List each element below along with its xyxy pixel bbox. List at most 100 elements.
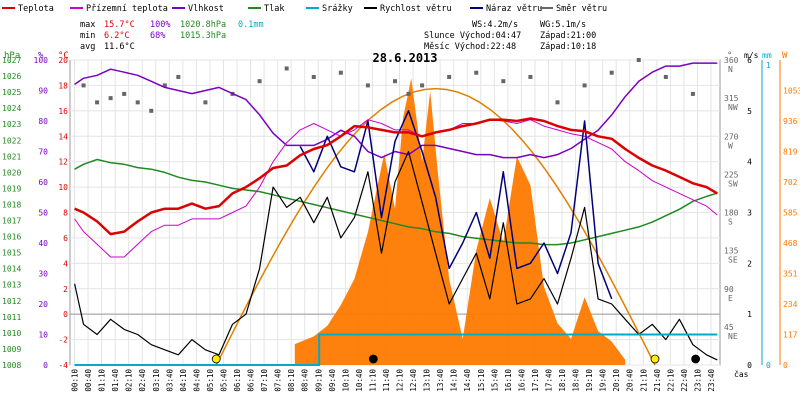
wind-tick-label: 0 (747, 361, 752, 370)
legend-label-gust: Náraz větru (486, 4, 542, 14)
pressure-tick-label: 1012 (2, 297, 21, 306)
wind-direction-point (365, 83, 370, 88)
direction-axis-label: ° (727, 51, 732, 61)
pressure-tick-label: 1025 (2, 88, 21, 97)
moon-marker (691, 354, 701, 364)
time-axis-label: čas (734, 369, 749, 379)
temp-tick-label: -2 (58, 336, 68, 345)
temp-tick-label: 8 (63, 209, 68, 218)
humidity-tick-label: 50 (38, 209, 48, 218)
wind-direction-point (81, 83, 86, 88)
wind-direction-point (406, 91, 411, 96)
stats-max-temp: 15.7°C (104, 20, 135, 30)
time-tick-label: 11:10 (368, 369, 377, 392)
wind-tick-label: 4 (747, 158, 752, 167)
stats-rain-total: 0.1mm (238, 20, 264, 30)
wind-direction-point (149, 108, 154, 113)
pressure-tick-label: 1015 (2, 249, 21, 258)
wind-direction-point (609, 70, 614, 75)
direction-tick-degrees: 315 (724, 94, 739, 103)
time-tick-label: 22:10 (666, 369, 675, 392)
radiation-tick-label: 0 (783, 361, 788, 370)
pressure-tick-label: 1013 (2, 281, 21, 290)
wind-direction-point (555, 100, 560, 105)
radiation-tick-label: 117 (783, 331, 798, 340)
wind-direction-point (636, 58, 641, 62)
direction-tick-degrees: 270 (724, 132, 739, 141)
time-tick-label: 01:10 (98, 369, 107, 392)
time-tick-label: 00:40 (84, 369, 93, 392)
time-tick-label: 07:40 (274, 369, 283, 392)
wind-direction-point (338, 70, 343, 75)
direction-tick-degrees: 360 (724, 56, 739, 65)
stats-max-pressure: 1020.8hPa (180, 20, 226, 30)
pressure-line (74, 158, 718, 246)
wind-direction-point (162, 83, 167, 88)
humidity-tick-label: 90 (38, 87, 48, 96)
wind-direction-point (393, 79, 397, 84)
legend-label-wind_dir: Směr větru (556, 4, 607, 14)
wind-direction-point (203, 100, 208, 105)
humidity-tick-label: 100 (34, 56, 49, 65)
radiation-tick-label: 468 (783, 239, 798, 248)
time-tick-label: 23:10 (693, 369, 702, 392)
sun-marker (211, 354, 221, 364)
hpa-axis-label: hPa (4, 51, 20, 61)
rain-tick-label: 1 (766, 61, 771, 70)
rain-tick-label: 0 (766, 361, 771, 370)
time-tick-label: 22:40 (680, 369, 689, 392)
direction-tick-degrees: 45 (724, 323, 734, 332)
temp-axis-label: °C (58, 51, 69, 61)
time-tick-label: 14:10 (450, 369, 459, 392)
time-tick-label: 16:10 (504, 369, 513, 392)
temp-tick-label: -4 (58, 361, 68, 370)
legend-label-rain: Srážky (322, 4, 353, 14)
time-tick-label: 13:40 (436, 369, 445, 392)
wind-direction-point (122, 91, 127, 96)
pressure-tick-label: 1017 (2, 217, 21, 226)
info-wind-speed: WS:4.2m/s (472, 20, 518, 30)
time-tick-label: 21:40 (653, 369, 662, 392)
time-tick-label: 00:10 (71, 369, 80, 392)
stats-min-label: min (80, 31, 95, 41)
radiation-tick-label: 234 (783, 300, 798, 309)
temp-tick-label: 20 (58, 56, 68, 65)
wind-direction-point (108, 96, 113, 101)
pressure-tick-label: 1011 (2, 313, 21, 322)
wind-direction-point (474, 70, 479, 75)
wind-direction-point (176, 74, 181, 79)
time-tick-label: 17:10 (531, 369, 540, 392)
wind-direction-point (420, 83, 425, 88)
time-tick-label: 18:10 (558, 369, 567, 392)
wind-tick-label: 6 (747, 56, 752, 65)
pressure-tick-label: 1021 (2, 152, 21, 161)
temp-tick-label: 6 (63, 234, 68, 243)
legend-label-pressure: Tlak (264, 4, 284, 14)
legend-label-humidity: Vlhkost (188, 4, 224, 14)
wind-gust-line (299, 110, 613, 300)
humidity-tick-label: 30 (38, 270, 48, 279)
radiation-tick-label: 585 (783, 209, 798, 218)
wind-tick-label: 2 (747, 259, 752, 268)
temp-tick-label: 12 (58, 158, 68, 167)
time-tick-label: 06:40 (247, 369, 256, 392)
time-tick-label: 02:40 (138, 369, 147, 392)
info-wind-gust: WG:5.1m/s (540, 20, 586, 30)
wind-direction-point (95, 100, 100, 105)
pressure-tick-label: 1023 (2, 120, 21, 129)
direction-tick-compass: NW (728, 103, 738, 112)
radiation-axis-label: W (782, 51, 788, 61)
direction-tick-degrees: 135 (724, 247, 739, 256)
stats-max-label: max (80, 20, 95, 30)
time-tick-label: 12:40 (409, 369, 418, 392)
pressure-tick-label: 1016 (2, 233, 21, 242)
time-tick-label: 15:10 (477, 369, 486, 392)
pressure-tick-label: 1027 (2, 56, 21, 65)
stats-min-humidity: 68% (150, 31, 165, 41)
direction-tick-degrees: 180 (724, 209, 739, 218)
pressure-tick-label: 1008 (2, 361, 21, 370)
humidity-tick-label: 60 (38, 178, 48, 187)
time-tick-label: 04:40 (192, 369, 201, 392)
stats-avg-temp: 11.6°C (104, 42, 135, 52)
